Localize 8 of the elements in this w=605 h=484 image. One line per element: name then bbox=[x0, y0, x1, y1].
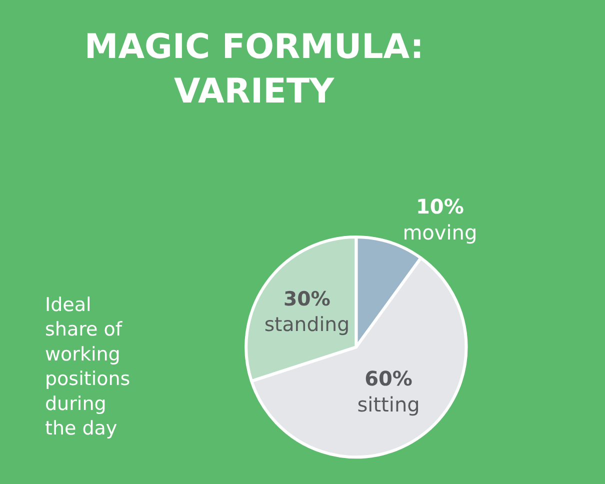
chart-title: MAGIC FORMULA: VARIETY bbox=[84, 27, 424, 112]
data-label: 30% bbox=[283, 287, 331, 310]
slice-label: moving bbox=[402, 220, 478, 245]
text: Ideal share of working positions during the day bbox=[45, 294, 130, 440]
data-label: 10% bbox=[416, 194, 464, 219]
slice-label: sitting bbox=[357, 392, 420, 417]
data-label: 60% bbox=[364, 366, 412, 391]
slice-label: standing bbox=[264, 312, 350, 336]
